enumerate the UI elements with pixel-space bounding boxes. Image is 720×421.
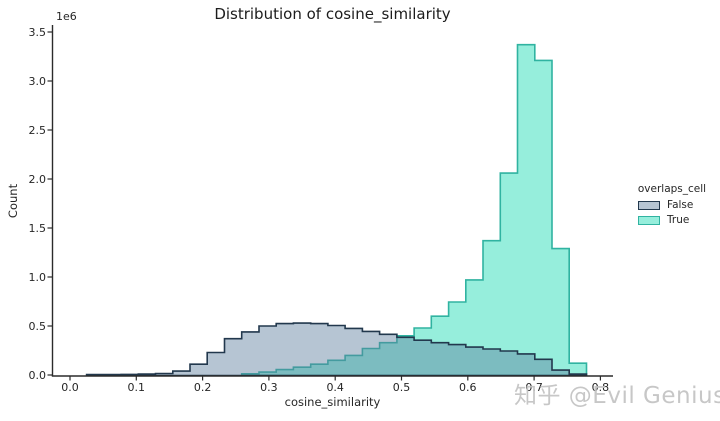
y-tick-label: 2.0 <box>29 173 47 186</box>
x-tick-label: 0.6 <box>459 381 477 394</box>
x-tick-label: 0.7 <box>525 381 543 394</box>
y-tick-label: 3.0 <box>29 75 47 88</box>
legend: overlaps_cell False True <box>628 183 716 226</box>
x-tick-label: 0.3 <box>260 381 278 394</box>
legend-label-true: True <box>667 214 690 226</box>
legend-label-false: False <box>667 199 694 211</box>
axis-ticks <box>47 31 602 381</box>
legend-item-false: False <box>628 199 716 211</box>
y-tick-label: 1.0 <box>29 271 47 284</box>
axis-tick-labels: 0.0 0.1 0.2 0.3 0.4 0.5 0.6 0.7 0.8 0.0 0.5 1.0 1.5 2… <box>29 26 610 394</box>
watermark: 知乎 @Evil Genius <box>514 383 720 409</box>
x-tick-label: 0.1 <box>128 381 146 394</box>
y-tick-label: 1.5 <box>29 222 47 235</box>
legend-swatch-true <box>638 215 660 225</box>
legend-item-true: True <box>628 214 716 226</box>
y-tick-label: 0.5 <box>29 320 47 333</box>
x-tick-label: 0.8 <box>592 381 610 394</box>
x-tick-label: 0.5 <box>393 381 411 394</box>
legend-title: overlaps_cell <box>637 183 707 195</box>
x-axis-label: cosine_similarity <box>284 395 381 409</box>
x-tick-label: 0.0 <box>61 381 79 394</box>
y-tick-label: 2.5 <box>29 124 47 137</box>
y-axis-offset-label: 1e6 <box>56 10 77 23</box>
axes-spines <box>51 25 613 377</box>
y-tick-label: 0.0 <box>29 369 47 382</box>
legend-swatch-false <box>638 200 660 210</box>
series-true-area <box>240 43 588 377</box>
y-tick-label: 3.5 <box>29 26 47 39</box>
chart-title: Distribution of cosine_similarity <box>214 5 451 23</box>
x-tick-label: 0.4 <box>326 381 344 394</box>
x-tick-label: 0.2 <box>194 381 212 394</box>
series-false-area <box>85 322 588 377</box>
y-axis-label: Count <box>6 183 20 219</box>
